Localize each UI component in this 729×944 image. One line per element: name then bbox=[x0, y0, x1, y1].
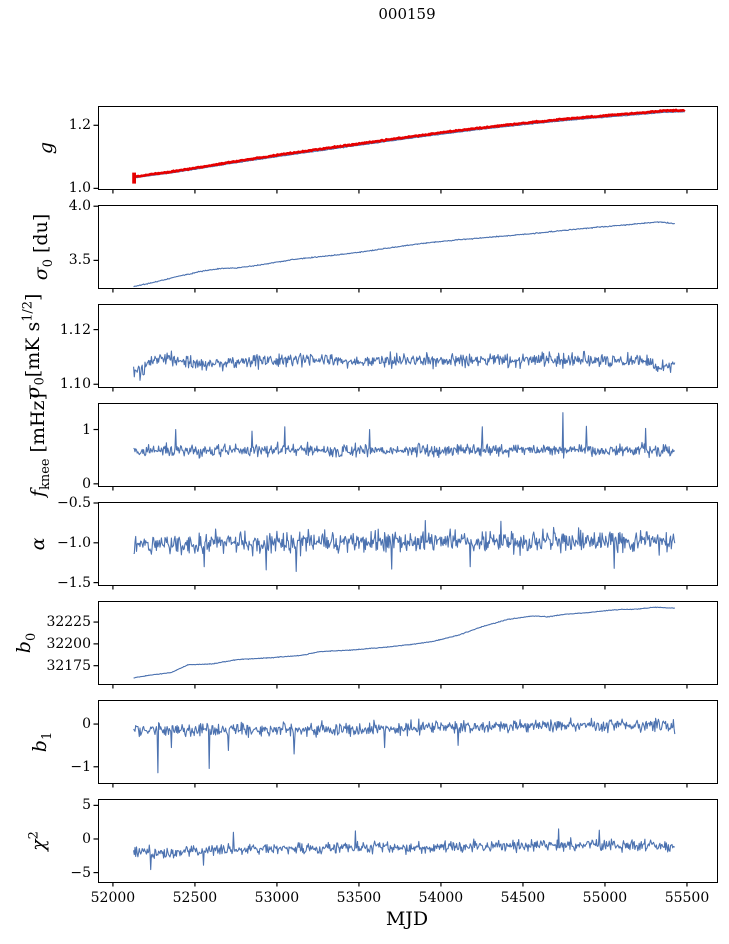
x-tick-label: 54500 bbox=[500, 890, 546, 906]
y-axis-label-segment: α bbox=[27, 537, 49, 551]
y-tick-label-g: 1.2 bbox=[68, 117, 91, 134]
y-tick-label-sigma0_mK: 1.10 bbox=[59, 376, 91, 393]
y-axis-label-segment: 1/2 bbox=[20, 301, 36, 322]
series-g-model bbox=[133, 110, 685, 179]
y-axis-label-segment: knee bbox=[37, 458, 53, 490]
panel-sigma0_du bbox=[98, 204, 718, 289]
y-tick-label-chi2: 5 bbox=[82, 797, 91, 814]
y-axis-label-segment: 0 bbox=[32, 377, 48, 386]
y-tick-label-alpha: −1.0 bbox=[57, 534, 91, 551]
series-b0 bbox=[133, 606, 676, 679]
y-axis-label-b1: b1 bbox=[29, 732, 55, 752]
y-axis-label-alpha: α bbox=[27, 538, 49, 551]
y-axis-label-segment: σ bbox=[30, 267, 53, 281]
y-axis-label-sigma0_du: σ0 [du] bbox=[30, 214, 56, 280]
y-axis-label-segment: 1 bbox=[39, 731, 55, 741]
panel-b1 bbox=[98, 699, 718, 784]
y-axis-label-segment: b bbox=[29, 740, 52, 753]
y-tick-label-b0: 32225 bbox=[46, 614, 91, 631]
y-axis-label-segment: [du] bbox=[30, 213, 53, 260]
x-tick-label: 55000 bbox=[582, 890, 628, 906]
x-tick-label: 52000 bbox=[90, 890, 136, 906]
y-axis-label-segment: [mHz] bbox=[27, 393, 50, 459]
y-axis-label-segment: b bbox=[13, 641, 36, 654]
series-alpha bbox=[133, 519, 676, 572]
y-tick-label-chi2: −5 bbox=[70, 864, 91, 881]
x-tick-label: 54000 bbox=[418, 890, 464, 906]
panel-sigma0_mK bbox=[98, 303, 718, 388]
plot-area-alpha bbox=[133, 519, 676, 572]
y-axis-label-chi2: χ2 bbox=[26, 831, 49, 851]
y-axis-label-g: g bbox=[35, 142, 57, 154]
y-tick-label-b0: 32175 bbox=[46, 657, 91, 674]
plot-area-sigma0_mK bbox=[133, 350, 676, 381]
series-sigma0-mK bbox=[133, 350, 676, 381]
y-tick-label-b0: 32200 bbox=[46, 635, 91, 652]
x-tick-label: 53500 bbox=[336, 890, 382, 906]
panel-f_knee bbox=[98, 402, 718, 487]
y-axis-label-segment: 2 bbox=[26, 831, 42, 840]
y-axis-label-segment: ] bbox=[21, 293, 44, 302]
x-tick-label: 52500 bbox=[172, 890, 218, 906]
plot-area-b0 bbox=[133, 606, 676, 679]
x-tick-label: 53000 bbox=[254, 890, 300, 906]
plot-area-b1 bbox=[133, 717, 676, 774]
chart-title: 000159 bbox=[378, 5, 436, 23]
y-axis-label-segment: χ bbox=[27, 839, 50, 851]
y-axis-label-segment: 0 bbox=[23, 632, 39, 642]
y-tick-label-sigma0_mK: 1.12 bbox=[59, 321, 91, 338]
series-sigma0-du bbox=[133, 221, 675, 288]
y-axis-label-b0: b0 bbox=[13, 633, 39, 653]
plot-area-g bbox=[132, 108, 686, 184]
y-tick-label-alpha: −0.5 bbox=[57, 495, 91, 511]
y-tick-label-f_knee: 1 bbox=[82, 421, 91, 438]
plot-area-f_knee bbox=[133, 411, 676, 459]
y-tick-label-chi2: 0 bbox=[82, 830, 91, 847]
y-tick-label-g: 1.0 bbox=[68, 180, 91, 197]
series-chi2 bbox=[133, 828, 675, 870]
plot-area-sigma0_du bbox=[133, 221, 675, 288]
y-axis-label-f_knee: fknee [mHz] bbox=[27, 393, 53, 497]
y-axis-label-segment: g bbox=[35, 141, 57, 155]
y-tick-label-f_knee: 0 bbox=[82, 475, 91, 492]
series-b1 bbox=[133, 717, 676, 774]
y-axis-label-segment: f bbox=[27, 489, 50, 497]
y-tick-label-alpha: −1.5 bbox=[57, 574, 91, 591]
y-tick-label-sigma0_du: 3.5 bbox=[68, 252, 91, 269]
panel-chi2 bbox=[98, 798, 718, 883]
panel-alpha bbox=[98, 501, 718, 586]
y-axis-label-segment: [mK s bbox=[21, 321, 44, 378]
panel-b0 bbox=[98, 600, 718, 685]
y-tick-label-b1: 0 bbox=[82, 716, 91, 733]
series-f-knee bbox=[133, 411, 676, 459]
y-axis-label-sigma0_mK: σ0[mK s1/2] bbox=[20, 294, 47, 399]
plot-area-chi2 bbox=[133, 828, 675, 870]
x-axis-title: MJD bbox=[385, 908, 429, 930]
series-g-data bbox=[133, 108, 686, 179]
panel-g bbox=[98, 105, 718, 190]
y-tick-label-b1: −1 bbox=[70, 758, 91, 775]
x-tick-label: 55500 bbox=[664, 890, 710, 906]
y-tick-label-sigma0_du: 4.0 bbox=[68, 198, 91, 215]
y-axis-label-segment: 0 bbox=[40, 259, 56, 268]
